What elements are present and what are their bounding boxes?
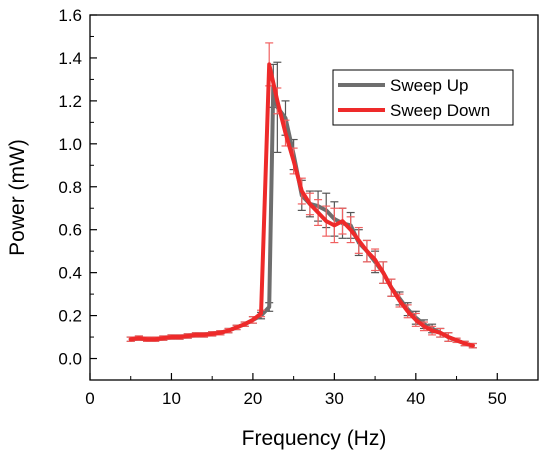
legend-label-sweep-down: Sweep Down bbox=[390, 101, 490, 120]
y-tick-label: 0.6 bbox=[58, 221, 82, 240]
y-tick-label: 1.0 bbox=[58, 135, 82, 154]
y-tick-label: 0.8 bbox=[58, 178, 82, 197]
x-tick-label: 40 bbox=[406, 389, 425, 408]
plot-frame bbox=[89, 14, 539, 381]
y-axis-title: Power (mW) bbox=[6, 139, 29, 256]
y-tick-label: 1.6 bbox=[58, 6, 82, 25]
legend-label-sweep-up: Sweep Up bbox=[390, 76, 468, 95]
y-tick-label: 1.4 bbox=[58, 49, 82, 68]
y-tick-label: 0.2 bbox=[58, 307, 82, 326]
y-tick-label: 0.4 bbox=[58, 264, 82, 283]
y-tick-label: 1.2 bbox=[58, 92, 82, 111]
x-tick-label: 30 bbox=[325, 389, 344, 408]
x-axis-title: Frequency (Hz) bbox=[242, 427, 387, 450]
x-tick-label: 50 bbox=[488, 389, 507, 408]
series-line-sweep-down bbox=[128, 62, 475, 348]
series-sweep-down bbox=[126, 42, 477, 349]
legend-box bbox=[332, 69, 514, 126]
ticks-layer: 0 10 20 30 40 50 0.0 0.2 0.4 0.6 0.8 1.0 1.2 1.4 1.6 bbox=[58, 6, 506, 408]
x-tick-label: 20 bbox=[243, 389, 262, 408]
series-layer bbox=[126, 42, 477, 349]
x-tick-label: 0 bbox=[85, 389, 94, 408]
x-tick-label: 10 bbox=[162, 389, 181, 408]
y-tick-label: 0.0 bbox=[58, 350, 82, 369]
legend: Sweep Up Sweep Down bbox=[332, 69, 514, 126]
